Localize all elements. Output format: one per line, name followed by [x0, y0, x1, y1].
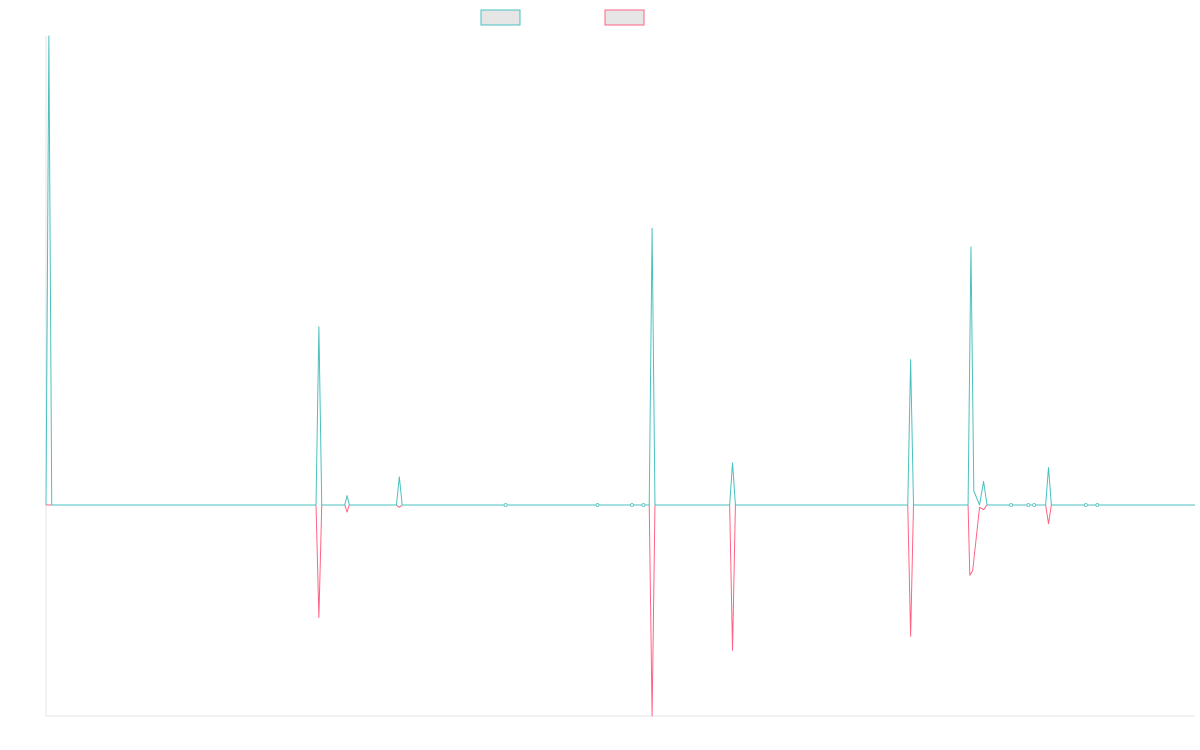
legend-swatch-2: [604, 9, 645, 26]
series-line-2: [46, 504, 1195, 717]
point-marker-3: [630, 503, 634, 507]
point-marker-7: [1032, 503, 1037, 507]
series-line-1: [45, 35, 1195, 506]
point-marker-9: [1095, 503, 1100, 507]
point-marker-8: [1083, 503, 1088, 507]
point-marker-5: [1009, 503, 1014, 507]
plot-area: [45, 35, 1195, 717]
point-marker-1: [503, 503, 508, 507]
legend-swatch-1: [480, 9, 521, 26]
axes: [45, 36, 1195, 717]
point-marker-6: [1026, 503, 1031, 507]
point-marker-4: [641, 503, 646, 507]
legend: [480, 9, 645, 26]
point-marker-2: [595, 503, 600, 507]
